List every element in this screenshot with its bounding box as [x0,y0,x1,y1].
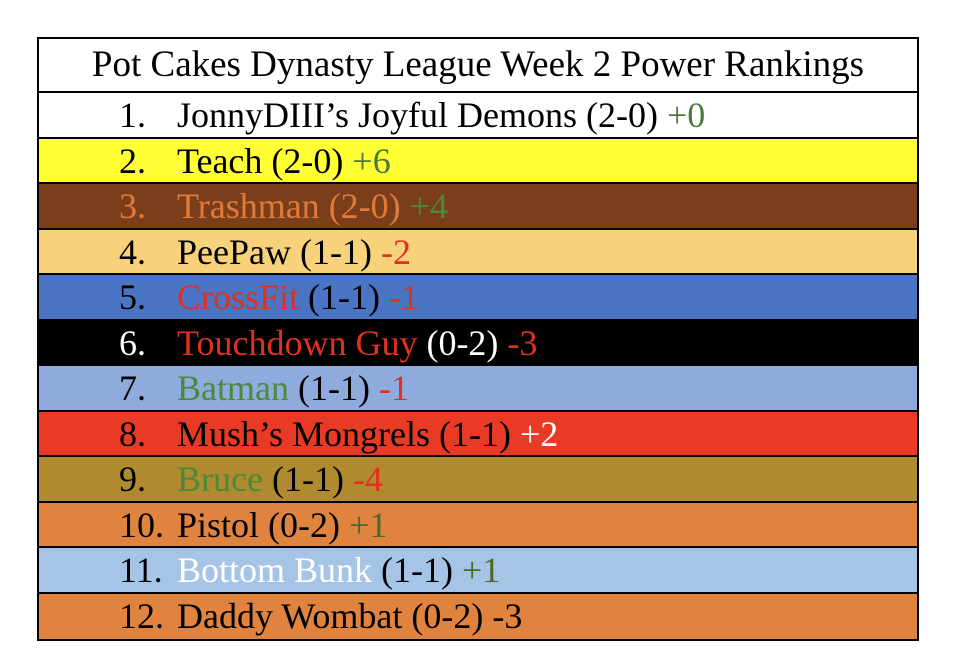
ranking-row: 3. Trashman (2-0) +4 [39,184,917,230]
ranking-row: 2. Teach (2-0) +6 [39,138,917,184]
page-title: Pot Cakes Dynasty League Week 2 Power Ra… [39,39,917,93]
ranking-row: 8. Mush’s Mongrels (1-1) +2 [39,411,917,457]
team-name: Trashman [177,186,320,226]
team-record: (1-1) [290,231,381,272]
rank-change: +1 [462,550,501,590]
team-record: (0-2) [259,504,350,545]
team-record: (1-1) [262,459,353,499]
ranking-row: 9. Bruce (1-1) -4 [39,457,917,503]
team-record: (0-2) [417,322,508,363]
rank-number: 3. [119,186,146,226]
team-record: (2-0) [262,140,353,181]
team-name: Bruce [177,459,263,499]
rank-change: -3 [492,595,523,636]
ranking-row: 5. CrossFit (1-1) -1 [39,275,917,321]
team-name: Bottom Bunk [177,550,373,590]
rank-number: 1. [119,95,146,135]
rankings-list: 1. JonnyDIII’s Joyful Demons (2-0) +0 2. T… [39,93,917,639]
rank-number: 5. [119,277,146,317]
team-name: PeePaw [177,231,291,272]
team-name: JonnyDIII’s Joyful Demons [177,95,577,135]
rank-number: 2. [119,140,146,181]
ranking-row: 12. Daddy Wombat (0-2) -3 [39,593,917,639]
rank-change: +1 [349,504,388,545]
ranking-row: 6. Touchdown Guy (0-2) -3 [39,320,917,366]
rank-number: 4. [119,231,146,272]
rank-change: +6 [352,140,391,181]
team-name: CrossFit [177,277,300,317]
ranking-row: 11. Bottom Bunk (1-1) +1 [39,548,917,594]
rank-change: -3 [507,322,538,363]
ranking-row: 1. JonnyDIII’s Joyful Demons (2-0) +0 [39,93,917,139]
team-name: Pistol [177,504,260,545]
rank-number: 12. [119,595,164,636]
rank-number: 8. [119,413,146,454]
team-name: Touchdown Guy [177,322,418,363]
team-name: Teach [177,140,263,181]
team-record: (2-0) [576,95,667,135]
rank-change: +4 [409,186,448,226]
rank-number: 9. [119,459,146,499]
ranking-row: 4. PeePaw (1-1) -2 [39,229,917,275]
power-rankings-table: Pot Cakes Dynasty League Week 2 Power Ra… [37,37,919,641]
rank-number: 7. [119,368,146,408]
team-record: (1-1) [372,550,462,590]
team-name: Batman [177,368,289,408]
rank-change: -2 [380,231,411,272]
team-name: Daddy Wombat [177,595,403,636]
team-record: (1-1) [430,413,520,454]
rank-number: 10. [119,504,164,545]
rank-number: 11. [119,550,163,590]
ranking-row: 10. Pistol (0-2) +1 [39,502,917,548]
rank-change: +0 [666,95,706,135]
team-record: (2-0) [319,186,410,226]
ranking-row: 7. Batman (1-1) -1 [39,366,917,412]
team-record: (1-1) [299,277,390,317]
team-name: Mush’s Mongrels [177,413,431,454]
team-record: (1-1) [288,368,379,408]
rank-change: -4 [352,459,383,499]
rank-change: +2 [520,413,559,454]
team-record: (0-2) [402,595,493,636]
rank-number: 6. [119,322,146,363]
rank-change: -1 [389,277,420,317]
rank-change: -1 [378,368,409,408]
